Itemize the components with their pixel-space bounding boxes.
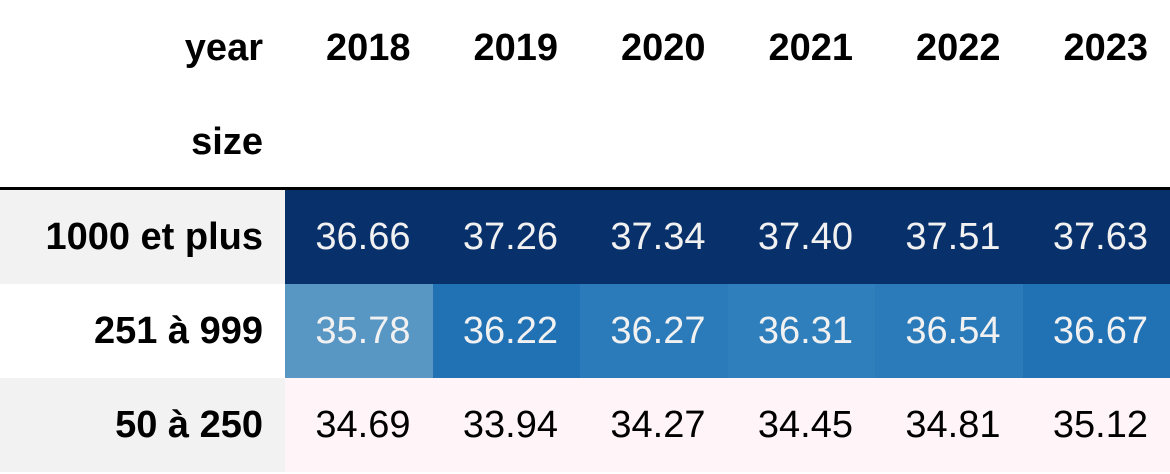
row-header: 50 à 250: [0, 378, 285, 472]
column-header: 2021: [768, 26, 853, 69]
column-header: 2022: [915, 26, 1001, 69]
column-header: 2019: [473, 26, 558, 69]
heatmap-cell: 36.22: [432, 284, 580, 378]
heatmap-cell: 33.94: [432, 378, 580, 472]
heatmap-cell: 37.34: [580, 190, 728, 284]
column-header: 2018: [325, 26, 411, 69]
heatmap-cell: 34.81: [875, 378, 1023, 472]
heatmap-cell: 37.63: [1022, 190, 1170, 284]
column-index-label: year: [184, 26, 263, 69]
heatmap-cell: 37.51: [875, 190, 1023, 284]
heatmap-cell: 36.67: [1022, 284, 1170, 378]
heatmap-cell: 35.78: [285, 284, 433, 378]
column-header: 2023: [1063, 26, 1148, 69]
column-header: 2020: [620, 26, 706, 69]
heatmap-cell: 34.27: [580, 378, 728, 472]
heatmap-cell: 36.31: [727, 284, 875, 378]
heatmap-cell: 34.45: [727, 378, 875, 472]
heatmap-cell: 34.69: [285, 378, 433, 472]
row-index-label: size: [191, 120, 263, 163]
header-rule: [0, 187, 1170, 190]
heatmap-cell: 37.26: [432, 190, 580, 284]
heatmap-cell: 36.27: [580, 284, 728, 378]
heatmap-cell: 36.54: [875, 284, 1023, 378]
heatmap-cell: 36.66: [285, 190, 433, 284]
row-header: 1000 et plus: [0, 190, 285, 284]
row-header: 251 à 999: [0, 284, 285, 378]
heatmap-cell: 37.40: [727, 190, 875, 284]
heatmap-cell: 35.12: [1022, 378, 1170, 472]
